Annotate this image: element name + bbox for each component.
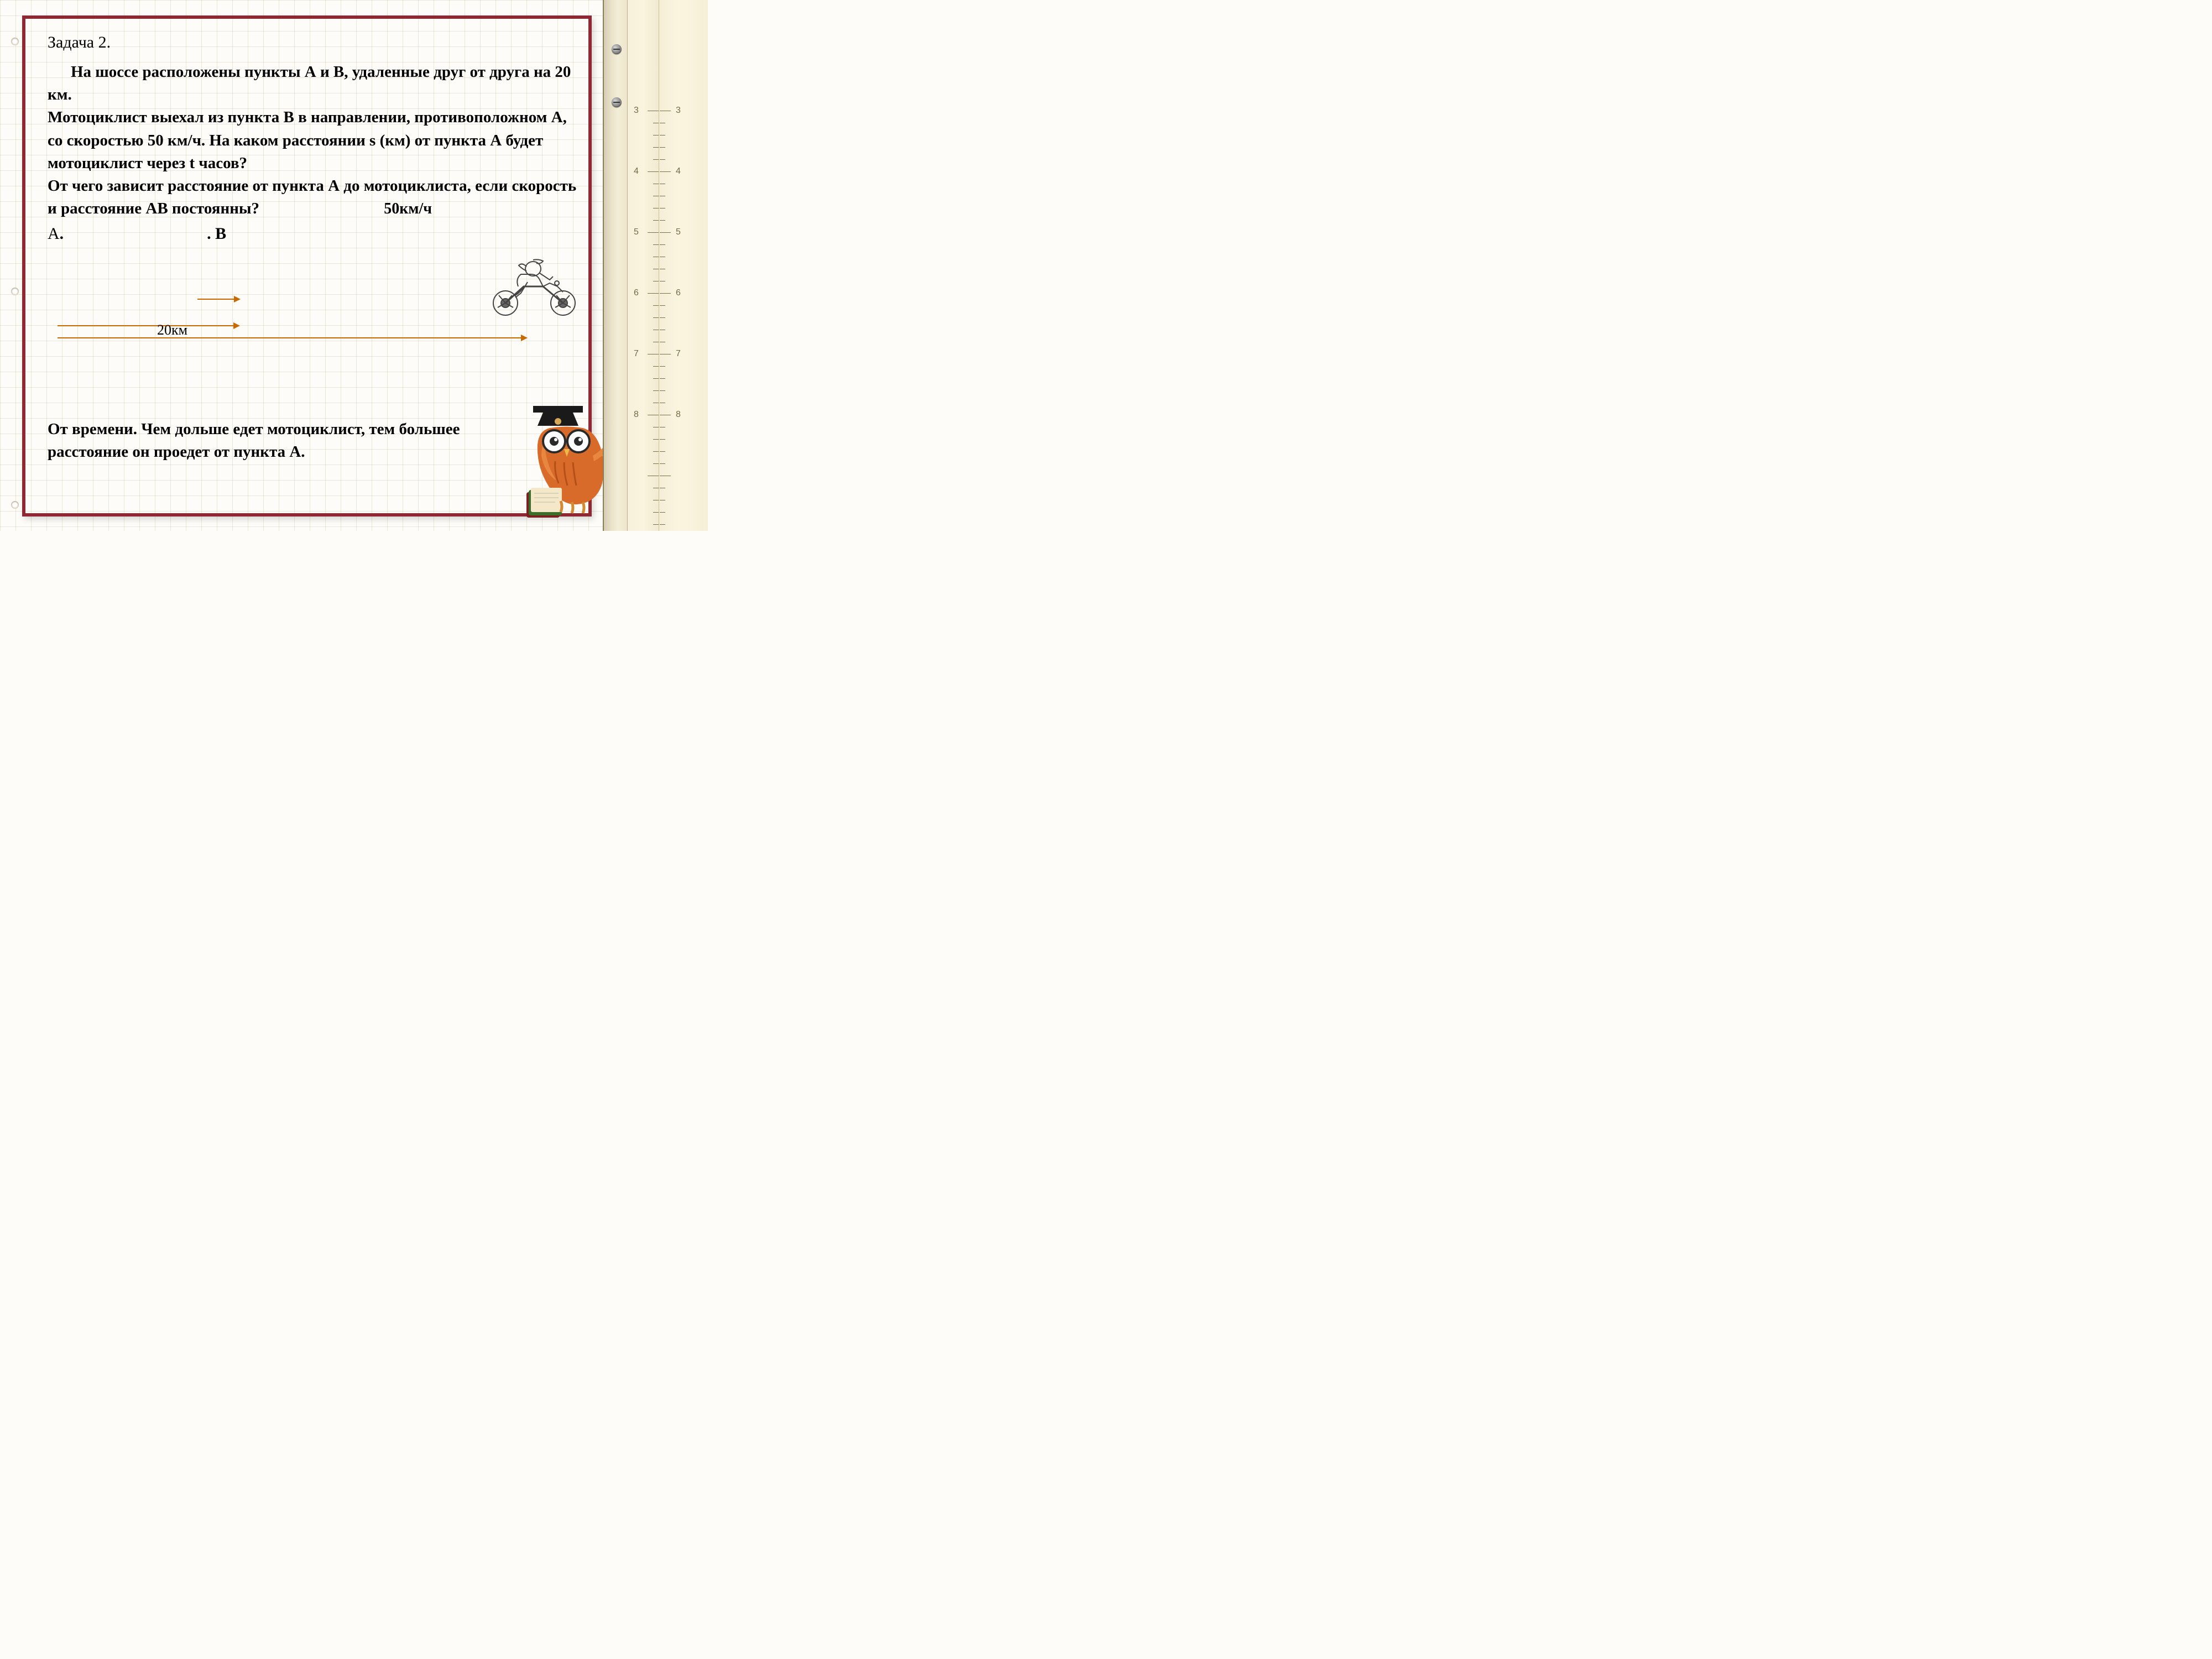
motorcycle-icon: [488, 252, 582, 319]
speed-label: 50км/ч: [384, 200, 432, 217]
binder-hole: [11, 501, 19, 509]
speed-arrow: [197, 299, 239, 300]
intro-text: На шоссе расположены пункты А и В, удале…: [48, 61, 578, 106]
binder-hole: [11, 288, 19, 295]
problem-content: Задача 2. На шоссе расположены пункты А …: [48, 33, 578, 246]
distance-label: 20км: [157, 322, 187, 338]
answer-text: От времени. Чем дольше едет мотоциклист,…: [48, 418, 501, 463]
point-a: А: [48, 225, 60, 243]
ruler-decoration: 334455667788: [603, 0, 708, 531]
body-text-2: От чего зависит расстояние от пункта А д…: [48, 177, 576, 217]
short-line: [58, 325, 239, 326]
screw-icon: [612, 44, 622, 54]
binder-hole: [11, 38, 19, 45]
diagram: 20км: [58, 320, 555, 358]
screw-icon: [612, 97, 622, 107]
long-line: [58, 337, 526, 338]
body-text-1: Мотоциклист выехал из пункта В в направл…: [48, 106, 578, 175]
point-b: В: [215, 225, 226, 243]
problem-title: Задача 2.: [48, 33, 578, 52]
points-row: А. . В: [48, 222, 578, 246]
